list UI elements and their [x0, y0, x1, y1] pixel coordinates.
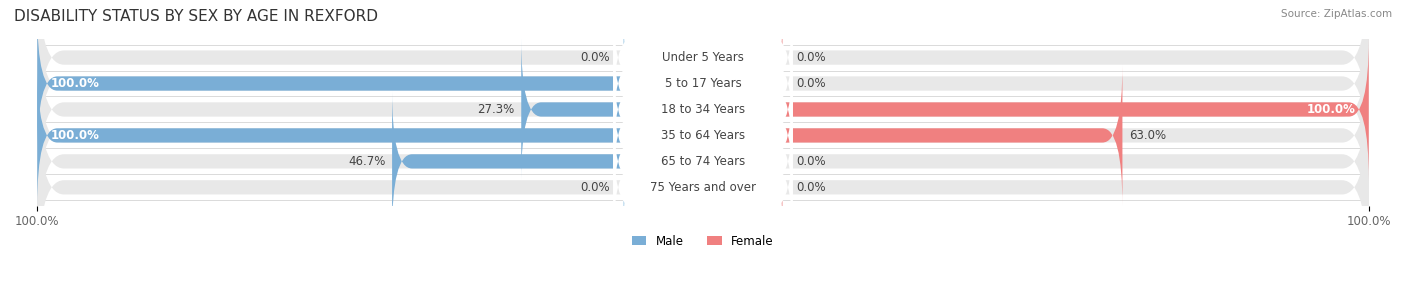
Text: Under 5 Years: Under 5 Years	[662, 51, 744, 64]
Text: DISABILITY STATUS BY SEX BY AGE IN REXFORD: DISABILITY STATUS BY SEX BY AGE IN REXFO…	[14, 9, 378, 24]
FancyBboxPatch shape	[703, 13, 783, 102]
FancyBboxPatch shape	[623, 39, 703, 128]
FancyBboxPatch shape	[613, 78, 793, 193]
FancyBboxPatch shape	[623, 91, 703, 180]
Text: 0.0%: 0.0%	[796, 181, 825, 194]
FancyBboxPatch shape	[37, 13, 703, 154]
FancyBboxPatch shape	[703, 65, 1122, 206]
Text: 0.0%: 0.0%	[796, 51, 825, 64]
FancyBboxPatch shape	[37, 65, 1369, 258]
FancyBboxPatch shape	[623, 142, 703, 232]
FancyBboxPatch shape	[522, 39, 703, 180]
Text: 0.0%: 0.0%	[581, 51, 610, 64]
Text: Source: ZipAtlas.com: Source: ZipAtlas.com	[1281, 9, 1392, 19]
FancyBboxPatch shape	[703, 91, 783, 180]
FancyBboxPatch shape	[613, 0, 793, 115]
FancyBboxPatch shape	[623, 65, 703, 154]
FancyBboxPatch shape	[37, 0, 1369, 180]
Text: 65 to 74 Years: 65 to 74 Years	[661, 155, 745, 168]
FancyBboxPatch shape	[623, 117, 703, 206]
Text: 0.0%: 0.0%	[796, 77, 825, 90]
Text: 63.0%: 63.0%	[1129, 129, 1166, 142]
FancyBboxPatch shape	[613, 52, 793, 167]
FancyBboxPatch shape	[37, 13, 1369, 206]
FancyBboxPatch shape	[37, 39, 1369, 232]
FancyBboxPatch shape	[613, 130, 793, 245]
Legend: Male, Female: Male, Female	[627, 230, 779, 253]
FancyBboxPatch shape	[703, 65, 783, 154]
FancyBboxPatch shape	[37, 0, 1369, 154]
Text: 100.0%: 100.0%	[51, 77, 100, 90]
FancyBboxPatch shape	[613, 26, 793, 141]
Text: 0.0%: 0.0%	[796, 155, 825, 168]
FancyBboxPatch shape	[703, 39, 783, 128]
Text: 0.0%: 0.0%	[581, 181, 610, 194]
Text: 5 to 17 Years: 5 to 17 Years	[665, 77, 741, 90]
FancyBboxPatch shape	[703, 142, 783, 232]
FancyBboxPatch shape	[37, 91, 1369, 284]
Text: 46.7%: 46.7%	[349, 155, 385, 168]
Text: 75 Years and over: 75 Years and over	[650, 181, 756, 194]
Text: 100.0%: 100.0%	[51, 129, 100, 142]
FancyBboxPatch shape	[392, 91, 703, 232]
FancyBboxPatch shape	[37, 65, 703, 206]
Text: 100.0%: 100.0%	[1306, 103, 1355, 116]
Text: 18 to 34 Years: 18 to 34 Years	[661, 103, 745, 116]
FancyBboxPatch shape	[703, 39, 1369, 180]
Text: 27.3%: 27.3%	[478, 103, 515, 116]
FancyBboxPatch shape	[703, 117, 783, 206]
FancyBboxPatch shape	[613, 104, 793, 219]
Text: 35 to 64 Years: 35 to 64 Years	[661, 129, 745, 142]
FancyBboxPatch shape	[623, 13, 703, 102]
